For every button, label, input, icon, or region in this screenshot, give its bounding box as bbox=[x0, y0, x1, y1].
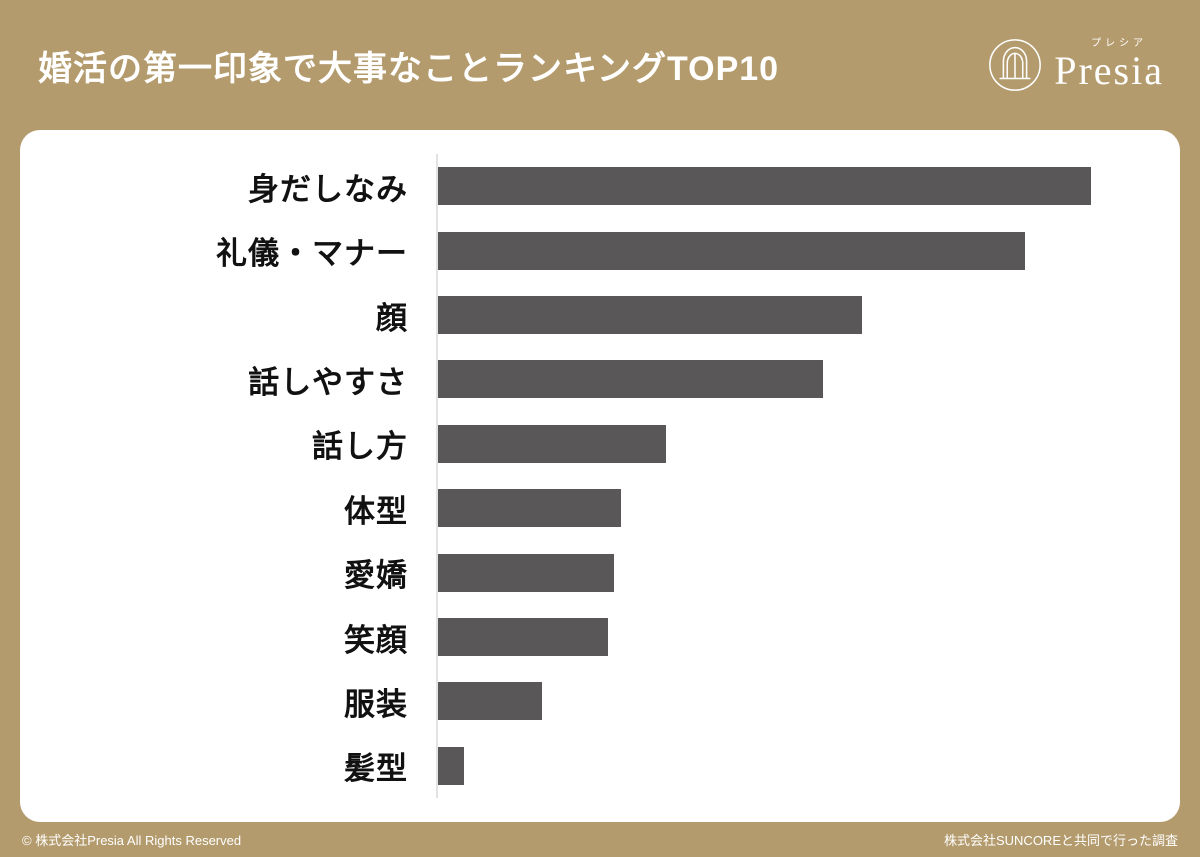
page-title: 婚活の第一印象で大事なことランキングTOP10 bbox=[38, 49, 780, 88]
category-label: 髪型 bbox=[344, 751, 408, 787]
copyright-text: © 株式会社Presia All Rights Reserved bbox=[22, 833, 242, 848]
chart-card: 身だしなみ 礼儀・マナー 顔 話しやすさ 話し方 体型 愛嬌 笑 bbox=[20, 130, 1180, 822]
bar-area bbox=[436, 476, 1136, 541]
bar bbox=[438, 296, 863, 335]
chart-row: 愛嬌 bbox=[60, 540, 1136, 605]
chart-row: 体型 bbox=[60, 476, 1136, 541]
category-label: 愛嬌 bbox=[344, 558, 408, 594]
bar-chart: 身だしなみ 礼儀・マナー 顔 話しやすさ 話し方 体型 愛嬌 笑 bbox=[60, 154, 1136, 799]
chart-row: 笑顔 bbox=[60, 604, 1136, 670]
presia-logo: プレシア Presia bbox=[986, 36, 1164, 94]
bar-area bbox=[436, 669, 1136, 734]
bar-area bbox=[436, 540, 1136, 605]
bar bbox=[438, 682, 543, 721]
logo-kana: プレシア bbox=[1091, 38, 1148, 49]
bar-area bbox=[436, 218, 1136, 283]
logo-text: プレシア Presia bbox=[1054, 39, 1164, 91]
footer: © 株式会社Presia All Rights Reserved 株式会社SUN… bbox=[0, 822, 1200, 857]
category-label: 礼儀・マナー bbox=[216, 236, 408, 272]
bar-area bbox=[436, 282, 1136, 348]
bar-area bbox=[436, 733, 1136, 799]
bar bbox=[438, 746, 465, 785]
category-label: 服装 bbox=[344, 686, 408, 722]
category-label: 顔 bbox=[376, 300, 408, 336]
bar bbox=[438, 618, 608, 657]
chart-row: 話しやすさ bbox=[60, 347, 1136, 412]
category-label: 身だしなみ bbox=[248, 171, 408, 207]
bar-area bbox=[436, 604, 1136, 670]
bar-area bbox=[436, 347, 1136, 412]
chart-row: 服装 bbox=[60, 669, 1136, 734]
logo-name: Presia bbox=[1054, 48, 1164, 93]
header: 婚活の第一印象で大事なことランキングTOP10 プレシア Presia bbox=[0, 0, 1200, 130]
bar bbox=[438, 360, 824, 399]
chart-row: 顔 bbox=[60, 282, 1136, 348]
survey-credit-text: 株式会社SUNCOREと共同で行った調査 bbox=[943, 833, 1178, 848]
category-label: 笑顔 bbox=[344, 622, 408, 658]
chart-row: 髪型 bbox=[60, 733, 1136, 799]
category-label: 話し方 bbox=[312, 429, 408, 465]
chart-row: 身だしなみ bbox=[60, 154, 1136, 219]
presia-arch-icon bbox=[989, 39, 1042, 91]
category-label: 体型 bbox=[344, 493, 408, 529]
bar bbox=[438, 231, 1026, 270]
bar bbox=[438, 489, 621, 528]
chart-row: 話し方 bbox=[60, 411, 1136, 477]
bar bbox=[438, 167, 1091, 206]
category-label: 話しやすさ bbox=[248, 364, 408, 400]
bar bbox=[438, 553, 615, 592]
bar bbox=[438, 424, 667, 463]
bar-area bbox=[436, 154, 1136, 219]
chart-row: 礼儀・マナー bbox=[60, 218, 1136, 283]
bar-area bbox=[436, 411, 1136, 477]
